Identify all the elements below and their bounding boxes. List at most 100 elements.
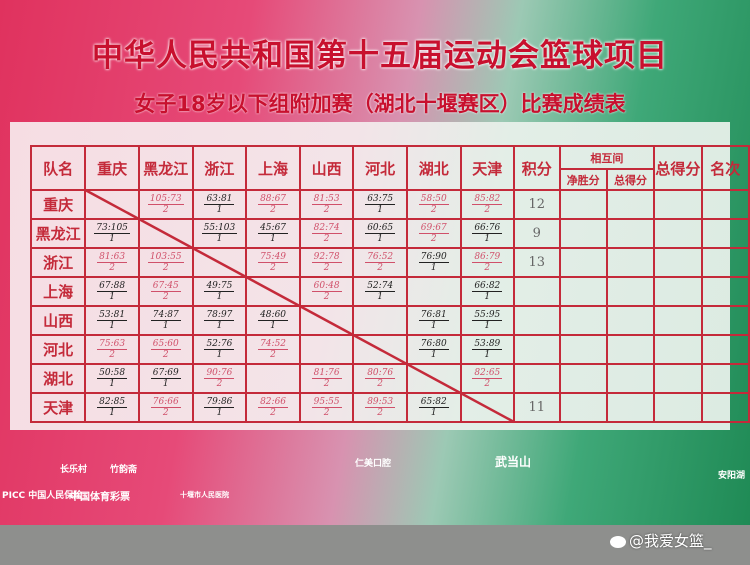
- result-cell: 53:89 1: [459, 334, 516, 365]
- match-points: 2: [270, 408, 276, 418]
- total-points: 9: [513, 218, 561, 249]
- total-points: 13: [513, 247, 561, 278]
- sponsor-logo: 竹韵斋: [110, 465, 138, 475]
- score: 95:55: [311, 397, 342, 408]
- header-team: 队名: [29, 145, 87, 191]
- match-points: 1: [377, 234, 384, 244]
- result-cell: 86:79 2: [459, 247, 516, 278]
- sponsor-logo: 武当山: [495, 455, 532, 469]
- match-points: 2: [270, 205, 276, 215]
- header-team-col: 浙江: [191, 145, 248, 191]
- result-cell: 50:58 1: [84, 363, 140, 394]
- score: 55:103: [201, 223, 238, 234]
- score: 86:79: [472, 252, 503, 263]
- score: 67:45: [150, 281, 181, 292]
- row-team: 黑龙江: [29, 218, 87, 249]
- score: 82:66: [258, 397, 289, 408]
- header-team-col: 山西: [298, 145, 355, 191]
- result-cell: 81:53 2: [298, 189, 355, 220]
- match-points: 1: [377, 205, 384, 215]
- result-cell: 52:74 1: [352, 276, 408, 307]
- row-team: 天津: [29, 392, 87, 423]
- score: 69:67: [418, 223, 449, 234]
- score: 66:76: [472, 223, 503, 234]
- sponsor-logo: PICC 中国人民保险: [2, 491, 83, 501]
- poster-subtitle: 女子18岁以下组附加赛（湖北十堰赛区）比赛成绩表: [134, 92, 626, 116]
- weibo-watermark: @我爱女篮_: [610, 530, 712, 551]
- result-cell: 82:65 2: [459, 363, 516, 394]
- score: 67:88: [97, 281, 128, 292]
- blank-cell: [558, 305, 608, 336]
- blank-cell: [700, 189, 750, 220]
- header-team-col: 黑龙江: [137, 145, 194, 191]
- result-cell: 105:73 2: [137, 189, 194, 220]
- result-cell: 67:45 2: [137, 276, 194, 307]
- score: 73:105: [94, 223, 130, 234]
- header-team-col: 重庆: [84, 145, 140, 191]
- result-cell: 76:81 1: [405, 305, 462, 336]
- score: 85:82: [472, 194, 503, 205]
- match-points: 1: [109, 234, 115, 244]
- score: 49:75: [204, 281, 235, 292]
- empty-cell: [298, 305, 355, 336]
- result-cell: 103:55 2: [137, 247, 194, 278]
- table-row: 河北 75:63 2 65:60 2 52:76 1 74:52 2 76:80 1 53:89 1: [29, 334, 750, 365]
- match-points: 1: [109, 408, 115, 418]
- result-cell: 81:63 2: [84, 247, 140, 278]
- blank-cell: [653, 305, 703, 336]
- result-cell: 65:60 2: [137, 334, 194, 365]
- table-row: 天津 82:85 1 76:66 2 79:86 1 82:66 2 95:55 2 89:53 2 65…: [29, 392, 750, 423]
- blank-cell: [700, 392, 750, 423]
- total-points: [513, 334, 561, 365]
- result-cell: 76:80 1: [405, 334, 462, 365]
- score: 63:81: [204, 194, 235, 205]
- match-points: 2: [270, 350, 276, 360]
- match-points: 2: [323, 234, 330, 244]
- score: 82:85: [97, 397, 128, 408]
- result-cell: 76:52 2: [352, 247, 408, 278]
- result-cell: 55:95 1: [459, 305, 516, 336]
- match-points: 1: [216, 350, 223, 360]
- blank-cell: [700, 218, 750, 249]
- match-points: 1: [109, 321, 115, 331]
- blank-cell: [558, 247, 608, 278]
- result-cell: 58:50 2: [405, 189, 462, 220]
- score: 82:74: [311, 223, 342, 234]
- match-points: 1: [430, 350, 437, 360]
- blank-cell: [605, 363, 656, 394]
- result-cell: 67:88 1: [84, 276, 140, 307]
- table-row: 重庆 105:73 2 63:81 1 88:67 2 81:53 2 63:75 1 58:50 2 8…: [29, 189, 750, 220]
- score: 52:76: [204, 339, 235, 350]
- score: 78:97: [204, 310, 235, 321]
- empty-cell: [298, 334, 355, 365]
- score: 81:53: [311, 194, 342, 205]
- score: 60:48: [311, 281, 342, 292]
- empty-cell: [84, 189, 140, 220]
- result-cell: 74:87 1: [137, 305, 194, 336]
- match-points: 2: [484, 205, 491, 215]
- results-table: 队名 重庆 黑龙江 浙江 上海 山西 河北 湖北 天津 积分 相互间 总得分 名…: [29, 144, 750, 423]
- poster-title: 中华人民共和国第十五届运动会篮球项目: [92, 38, 668, 74]
- match-points: 2: [162, 408, 169, 418]
- header-head-to-head: 相互间: [558, 144, 656, 171]
- score: 65:82: [418, 397, 449, 408]
- score: 76:90: [418, 252, 449, 263]
- score: 76:81: [418, 310, 449, 321]
- header-h2h-net: 净胜分: [558, 168, 608, 191]
- match-points: 2: [216, 379, 223, 389]
- match-points: 2: [430, 234, 437, 244]
- score: 81:63: [97, 252, 128, 263]
- score: 103:55: [147, 252, 184, 263]
- table-row: 上海 67:88 1 67:45 2 49:75 1 60:48 2 52:74 1 66:82 1: [29, 276, 750, 307]
- sponsor-logo: 仁美口腔: [355, 459, 392, 469]
- result-cell: 85:82 2: [459, 189, 516, 220]
- blank-cell: [605, 276, 656, 307]
- empty-cell: [405, 276, 462, 307]
- score: 45:67: [258, 223, 289, 234]
- result-cell: 65:82 1: [405, 392, 462, 423]
- match-points: 2: [162, 263, 169, 273]
- score: 53:89: [472, 339, 503, 350]
- sponsor-logo: 中国体育彩票: [70, 492, 130, 503]
- table-row: 山西 53:81 1 74:87 1 78:97 1 48:60 1 76:81 1 55:95 1: [29, 305, 750, 336]
- match-points: 2: [484, 379, 491, 389]
